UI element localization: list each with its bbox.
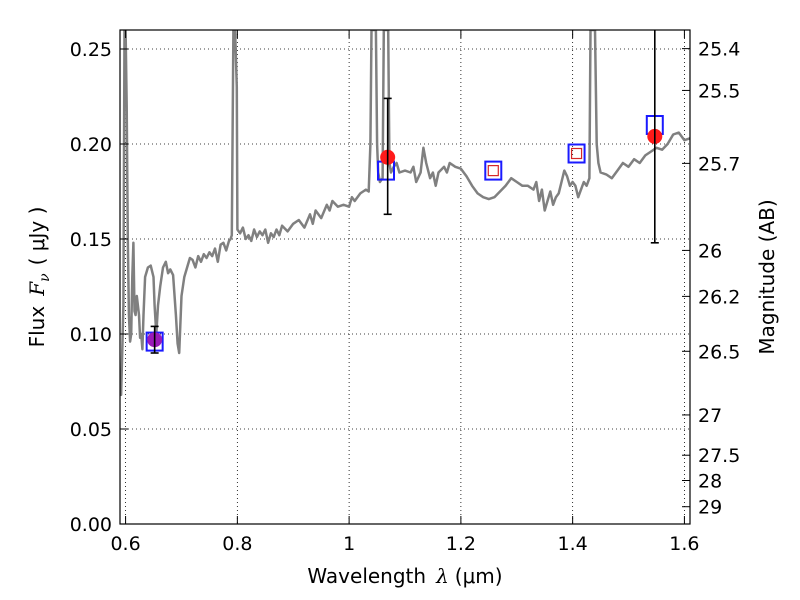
x-axis-label: Wavelength λ (μm) bbox=[307, 564, 502, 588]
right-tick-label: 27.5 bbox=[698, 445, 740, 467]
right-tick-label: 26 bbox=[698, 240, 722, 262]
x-tick-label: 1.4 bbox=[558, 533, 588, 555]
photometry-marker-layer bbox=[145, 30, 664, 354]
x-tick-label: 0.8 bbox=[222, 533, 252, 555]
right-tick-label: 26.2 bbox=[698, 286, 740, 308]
y-tick-label: 0.15 bbox=[70, 229, 112, 251]
y-axis-unit: ( μJy ) bbox=[25, 207, 49, 266]
x-axis-label-text: Wavelength bbox=[307, 564, 426, 588]
y-tick-label: 0.10 bbox=[70, 324, 112, 346]
right-tick-label: 28 bbox=[698, 470, 722, 492]
x-tick-label: 1.2 bbox=[446, 533, 476, 555]
y-axis-label: Flux Fν ( μJy ) bbox=[25, 207, 53, 348]
x-tick-label: 0.6 bbox=[110, 533, 140, 555]
y-axis-label-text: Flux bbox=[25, 306, 49, 348]
y-tick-label: 0.20 bbox=[70, 134, 112, 156]
model-flux-square bbox=[484, 160, 503, 181]
model-flux-square bbox=[567, 143, 586, 164]
x-axis-unit: (μm) bbox=[455, 564, 503, 588]
y-axis-subscript: ν bbox=[37, 273, 53, 282]
inner-square-marker bbox=[487, 165, 499, 177]
right-tick-label: 29 bbox=[698, 497, 722, 519]
y-tick-label: 0.25 bbox=[70, 39, 112, 61]
x-tick-label: 1 bbox=[343, 533, 355, 555]
right-tick-label: 25.5 bbox=[698, 80, 740, 102]
plot-frame bbox=[119, 29, 691, 525]
spectrum-line bbox=[120, 30, 690, 397]
y-tick-label: 0.05 bbox=[70, 419, 112, 441]
right-tick-label: 26.5 bbox=[698, 341, 740, 363]
ticks: 0.6 0.8 1 1.2 1.4 1.6 0.00 0.05 0.10 0.15 0.20 0.25… bbox=[70, 30, 740, 555]
right-tick-label: 25.4 bbox=[698, 39, 740, 61]
y-tick-label: 0.00 bbox=[70, 514, 112, 536]
y-axis-symbol: F bbox=[25, 281, 49, 297]
right-tick-label: 25.7 bbox=[698, 153, 740, 175]
x-tick-label: 1.6 bbox=[669, 533, 699, 555]
spectrum-line-layer bbox=[120, 30, 690, 397]
right-axis-label: Magnitude (AB) bbox=[755, 199, 779, 354]
right-tick-label: 27 bbox=[698, 405, 722, 427]
x-axis-symbol: λ bbox=[435, 564, 449, 588]
inner-square-marker bbox=[570, 147, 583, 160]
